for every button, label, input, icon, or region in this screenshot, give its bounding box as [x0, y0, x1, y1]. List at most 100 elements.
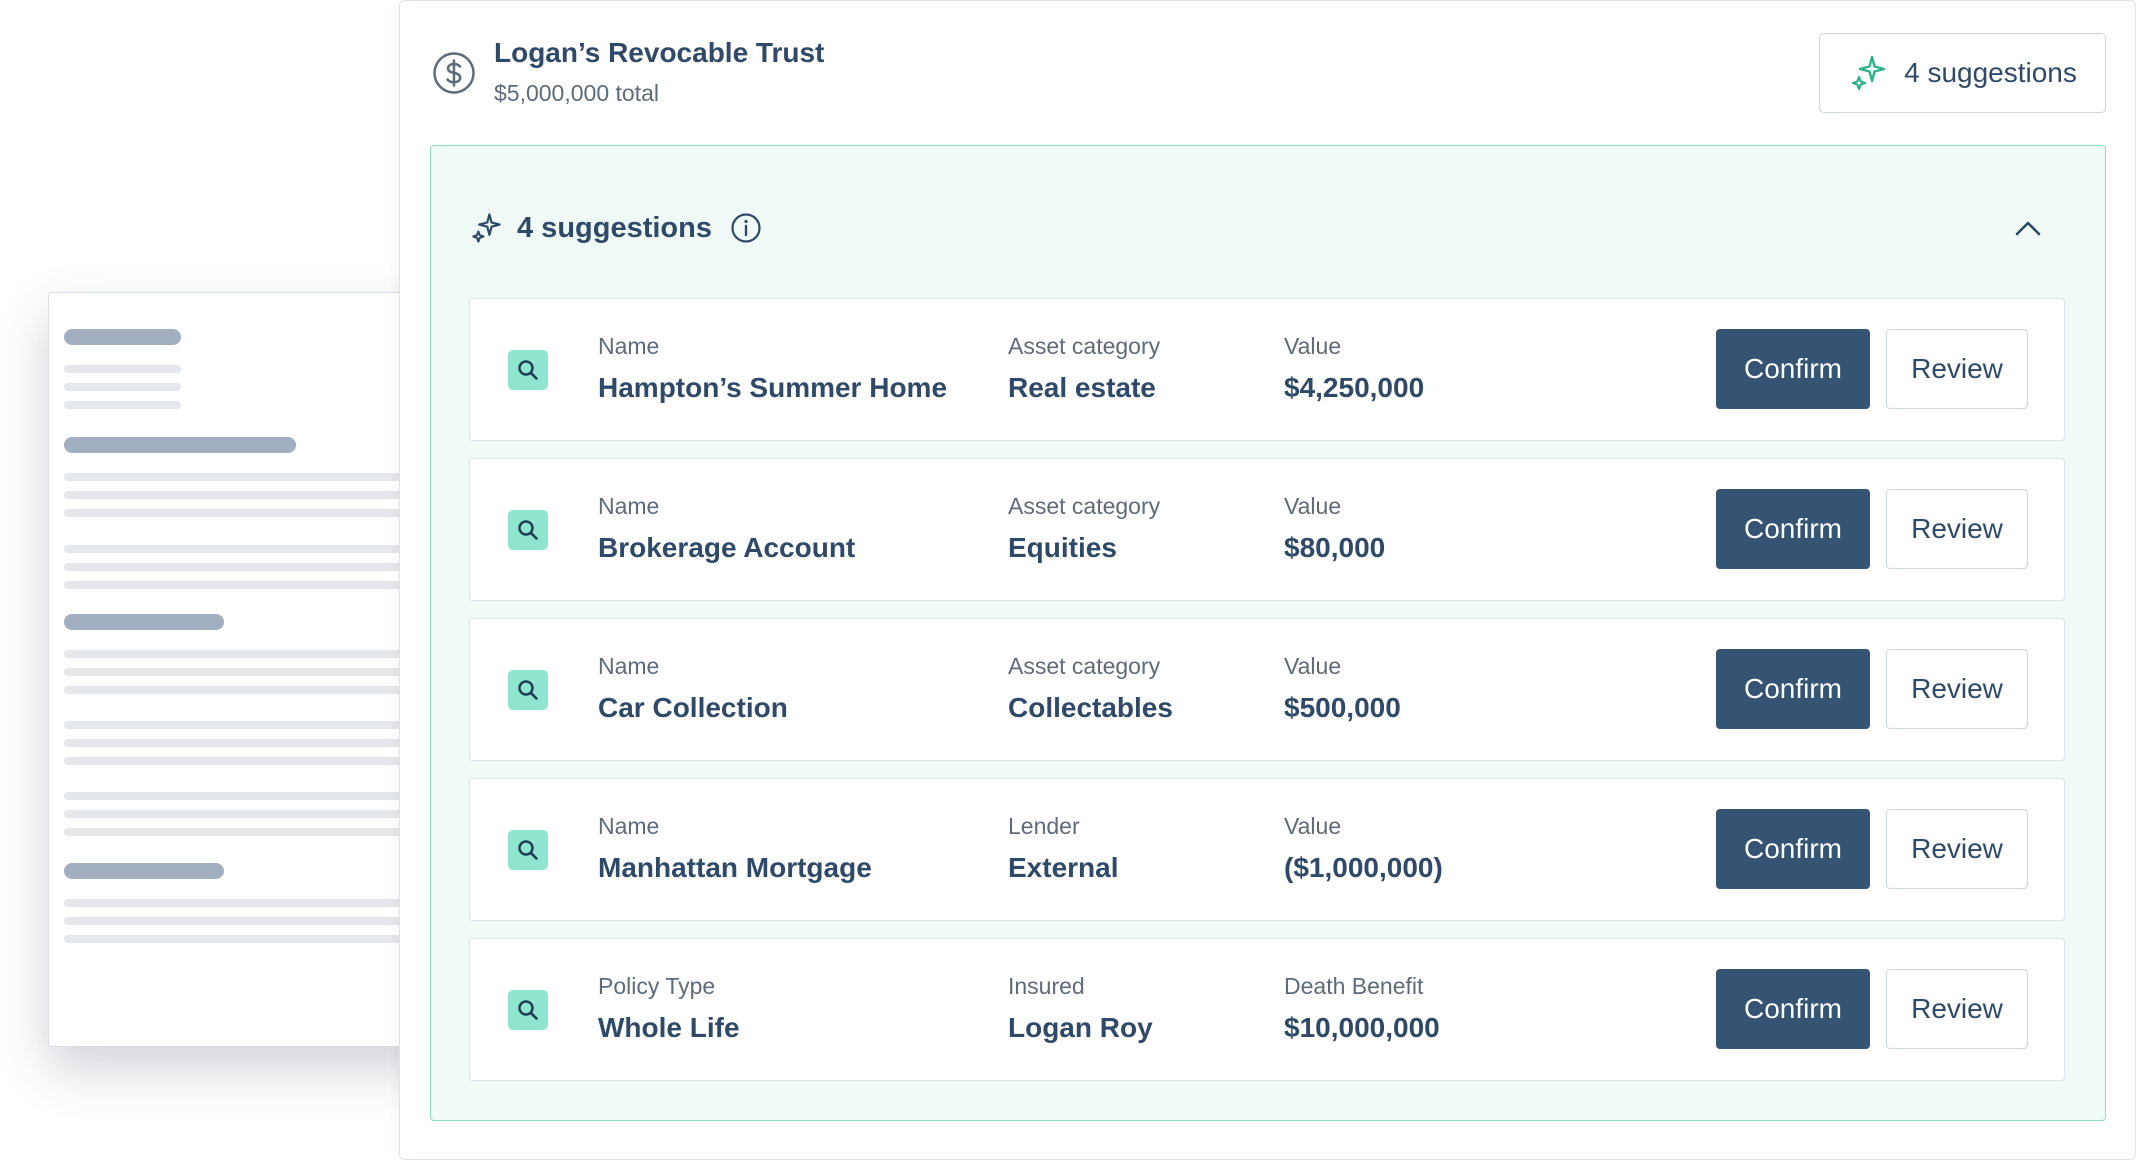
- field-value: $80,000: [1284, 532, 1386, 563]
- field-insured: Insured Logan Roy: [1008, 971, 1153, 1045]
- field-value: $500,000: [1284, 692, 1401, 723]
- field-value: ($1,000,000): [1284, 852, 1443, 883]
- suggestion-row: Policy Type Whole Life Insured Logan Roy…: [469, 938, 2065, 1081]
- chevron-up-icon[interactable]: [2011, 212, 2045, 246]
- field-label: Name: [598, 333, 660, 359]
- search-icon: [508, 990, 548, 1030]
- field-label: Name: [598, 813, 660, 839]
- confirm-button[interactable]: Confirm: [1716, 969, 1870, 1049]
- field-policy-type: Policy Type Whole Life: [598, 971, 740, 1045]
- doc-text-line: [64, 935, 464, 943]
- doc-text-line: [64, 810, 464, 818]
- document-preview: [48, 292, 468, 1047]
- doc-text-line: [64, 563, 464, 571]
- doc-heading-line: [64, 863, 224, 879]
- review-button[interactable]: Review: [1886, 489, 2028, 569]
- field-label: Value: [1284, 813, 1342, 839]
- doc-text-line: [64, 917, 464, 925]
- field-label: Value: [1284, 653, 1342, 679]
- confirm-button[interactable]: Confirm: [1716, 329, 1870, 409]
- search-icon: [508, 830, 548, 870]
- doc-text-line: [64, 792, 464, 800]
- trust-total: $5,000,000 total: [494, 80, 659, 106]
- field-value: Brokerage Account: [598, 532, 856, 563]
- field-lender: Lender External: [1008, 811, 1119, 885]
- doc-heading-line: [64, 614, 224, 630]
- suggestions-panel: 4 suggestions Name Hampton’s Su: [430, 145, 2106, 1121]
- field-label: Name: [598, 493, 660, 519]
- doc-text-line: [64, 757, 464, 765]
- doc-text-line: [64, 721, 464, 729]
- suggestions-button-label: 4 suggestions: [1904, 57, 2077, 88]
- suggestions-header-label: 4 suggestions: [517, 211, 712, 244]
- field-value: Hampton’s Summer Home: [598, 372, 948, 403]
- suggestions-button[interactable]: 4 suggestions: [1819, 33, 2106, 113]
- doc-text-line: [64, 383, 181, 391]
- field-value: Logan Roy: [1008, 1012, 1153, 1043]
- field-value: $10,000,000: [1284, 1012, 1440, 1043]
- suggestion-row: Name Manhattan Mortgage Lender External …: [469, 778, 2065, 921]
- field-value: Equities: [1008, 532, 1117, 563]
- doc-text-line: [64, 545, 464, 553]
- field-label: Death Benefit: [1284, 973, 1424, 999]
- doc-heading-line: [64, 437, 296, 453]
- search-icon: [508, 350, 548, 390]
- field-name: Name Hampton’s Summer Home: [598, 331, 947, 405]
- field-value: Real estate: [1008, 372, 1156, 403]
- suggestions-header: 4 suggestions: [469, 206, 762, 250]
- review-button[interactable]: Review: [1886, 649, 2028, 729]
- field-value-amount: Value $4,250,000: [1284, 331, 1424, 405]
- field-category: Asset category Real estate: [1008, 331, 1160, 405]
- review-button[interactable]: Review: [1886, 969, 2028, 1049]
- review-button[interactable]: Review: [1886, 329, 2028, 409]
- doc-text-line: [64, 491, 464, 499]
- doc-text-line: [64, 686, 464, 694]
- doc-heading-line: [64, 329, 181, 345]
- field-name: Name Manhattan Mortgage: [598, 811, 872, 885]
- field-value-amount: Value $80,000: [1284, 491, 1385, 565]
- field-death-benefit: Death Benefit $10,000,000: [1284, 971, 1440, 1045]
- confirm-button[interactable]: Confirm: [1716, 809, 1870, 889]
- review-button[interactable]: Review: [1886, 809, 2028, 889]
- field-category: Asset category Equities: [1008, 491, 1160, 565]
- field-label: Value: [1284, 493, 1342, 519]
- field-label: Policy Type: [598, 973, 716, 999]
- field-label: Insured: [1008, 973, 1085, 999]
- confirm-button[interactable]: Confirm: [1716, 489, 1870, 569]
- suggestion-row: Name Car Collection Asset category Colle…: [469, 618, 2065, 761]
- doc-text-line: [64, 828, 464, 836]
- doc-text-line: [64, 739, 464, 747]
- field-label: Lender: [1008, 813, 1080, 839]
- field-value-amount: Value ($1,000,000): [1284, 811, 1443, 885]
- suggestion-row: Name Hampton’s Summer Home Asset categor…: [469, 298, 2065, 441]
- search-icon: [508, 670, 548, 710]
- field-label: Value: [1284, 333, 1342, 359]
- field-label: Name: [598, 653, 660, 679]
- doc-text-line: [64, 401, 181, 409]
- doc-text-line: [64, 650, 464, 658]
- search-icon: [508, 510, 548, 550]
- doc-text-line: [64, 509, 464, 517]
- field-value-amount: Value $500,000: [1284, 651, 1401, 725]
- field-value: Whole Life: [598, 1012, 740, 1043]
- info-icon[interactable]: [730, 212, 762, 244]
- sparkle-icon: [1851, 55, 1886, 91]
- field-value: Manhattan Mortgage: [598, 852, 872, 883]
- field-name: Name Brokerage Account: [598, 491, 855, 565]
- sparkle-icon: [472, 213, 501, 243]
- trust-panel: Logan’s Revocable Trust $5,000,000 total…: [399, 0, 2136, 1160]
- trust-title: Logan’s Revocable Trust: [494, 37, 825, 68]
- doc-text-line: [64, 365, 181, 373]
- field-name: Name Car Collection: [598, 651, 788, 725]
- doc-text-line: [64, 473, 464, 481]
- suggestion-row: Name Brokerage Account Asset category Eq…: [469, 458, 2065, 601]
- field-value: External: [1008, 852, 1119, 883]
- field-label: Asset category: [1008, 493, 1161, 519]
- field-category: Asset category Collectables: [1008, 651, 1173, 725]
- field-value: Car Collection: [598, 692, 788, 723]
- doc-text-line: [64, 581, 464, 589]
- field-label: Asset category: [1008, 333, 1161, 359]
- confirm-button[interactable]: Confirm: [1716, 649, 1870, 729]
- doc-text-line: [64, 899, 464, 907]
